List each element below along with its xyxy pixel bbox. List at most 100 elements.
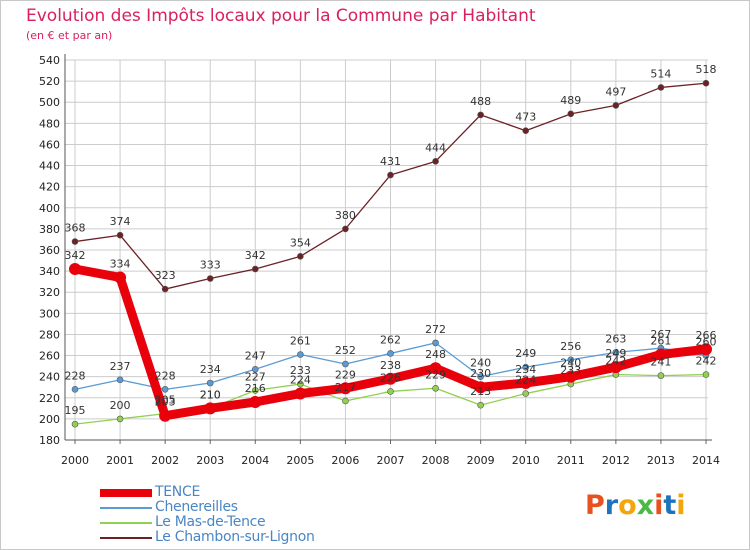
logo-letter: P: [585, 490, 605, 521]
data-point: [702, 79, 710, 87]
data-point: [297, 351, 304, 358]
data-label: 233: [290, 364, 311, 377]
data-label: 354: [290, 236, 311, 249]
y-tick-label: 500: [39, 96, 60, 109]
data-label: 240: [470, 357, 491, 370]
data-point: [71, 386, 79, 393]
chart-subtitle: (en € et par an): [26, 29, 113, 42]
data-label: 342: [65, 249, 86, 262]
data-label: 230: [470, 367, 491, 380]
legend-label: TENCE: [155, 484, 200, 500]
legend-label: Le Mas-de-Tence: [155, 514, 266, 530]
y-tick-label: 320: [39, 286, 60, 299]
data-point: [519, 377, 532, 389]
data-point: [251, 265, 259, 273]
data-label: 210: [200, 388, 221, 401]
data-point: [71, 420, 79, 428]
y-tick-label: 520: [39, 75, 60, 88]
data-label: 228: [155, 369, 176, 382]
y-tick-label: 200: [39, 413, 60, 426]
legend-swatch: [100, 522, 152, 524]
x-tick-label: 2006: [331, 454, 359, 467]
y-tick-label: 260: [39, 350, 60, 363]
data-label: 241: [650, 356, 671, 369]
data-label: 249: [605, 347, 626, 360]
data-point: [116, 231, 124, 239]
data-point: [612, 102, 620, 109]
data-label: 444: [425, 141, 446, 154]
data-point: [654, 348, 667, 361]
y-tick-label: 400: [39, 202, 60, 215]
data-point: [69, 263, 81, 275]
data-label: 431: [380, 155, 401, 168]
data-point: [114, 271, 127, 284]
x-tick-label: 2005: [286, 454, 314, 467]
x-tick-label: 2013: [647, 454, 675, 467]
logo-letter: t: [663, 490, 677, 521]
data-point: [297, 380, 304, 388]
data-label: 229: [425, 368, 446, 381]
x-tick-label: 2003: [196, 454, 224, 467]
data-label: 334: [110, 257, 131, 270]
chart-title: Evolution des Impôts locaux pour la Comm…: [26, 6, 536, 26]
data-point: [387, 350, 394, 357]
data-label: 488: [470, 95, 491, 108]
y-tick-label: 360: [39, 244, 60, 257]
data-label: 200: [110, 399, 131, 412]
y-tick-label: 240: [39, 371, 60, 384]
data-label: 248: [425, 348, 446, 361]
data-label: 213: [470, 385, 491, 398]
logo-letter: r: [604, 490, 619, 521]
logo-letter: i: [654, 490, 664, 521]
legend-swatch: [100, 537, 152, 539]
data-point: [477, 373, 484, 380]
data-point: [474, 381, 487, 394]
legend-swatch: [100, 489, 152, 497]
data-point: [384, 372, 397, 385]
data-point: [477, 401, 484, 409]
data-label: 233: [560, 364, 581, 377]
data-label: 195: [65, 404, 86, 417]
data-label: 262: [380, 333, 401, 346]
data-label: 342: [245, 249, 266, 262]
data-label: 267: [650, 328, 671, 341]
data-label: 234: [515, 363, 536, 376]
data-point: [700, 343, 712, 356]
data-point: [204, 402, 217, 415]
data-point: [116, 376, 124, 384]
data-label: 333: [200, 259, 221, 272]
data-point: [432, 384, 439, 392]
data-point: [251, 387, 259, 394]
data-label: 368: [65, 222, 86, 235]
data-point: [342, 225, 349, 233]
data-label: 242: [696, 355, 717, 368]
data-label: 261: [290, 335, 311, 348]
data-point: [564, 370, 577, 383]
y-tick-label: 220: [39, 392, 60, 405]
data-label: 261: [650, 335, 671, 348]
data-label: 266: [696, 329, 717, 342]
x-tick-label: 2014: [692, 454, 720, 467]
data-point: [477, 111, 484, 119]
y-tick-label: 300: [39, 307, 60, 320]
data-label: 203: [155, 396, 176, 409]
data-point: [522, 127, 530, 135]
data-point: [342, 397, 349, 405]
x-tick-label: 2011: [557, 454, 585, 467]
data-label: 489: [560, 94, 581, 107]
data-label: 374: [110, 215, 131, 228]
data-label: 249: [515, 347, 536, 360]
data-point: [161, 285, 169, 293]
data-point: [522, 363, 530, 371]
data-label: 238: [380, 359, 401, 372]
data-point: [567, 110, 575, 118]
y-tick-label: 340: [39, 265, 60, 278]
data-label: 272: [425, 323, 446, 336]
data-point: [432, 158, 439, 165]
data-point: [429, 362, 442, 375]
data-label: 260: [696, 336, 717, 349]
data-point: [657, 372, 665, 379]
x-tick-label: 2000: [61, 454, 89, 467]
data-label: 237: [110, 360, 131, 373]
data-label: 473: [515, 111, 536, 124]
